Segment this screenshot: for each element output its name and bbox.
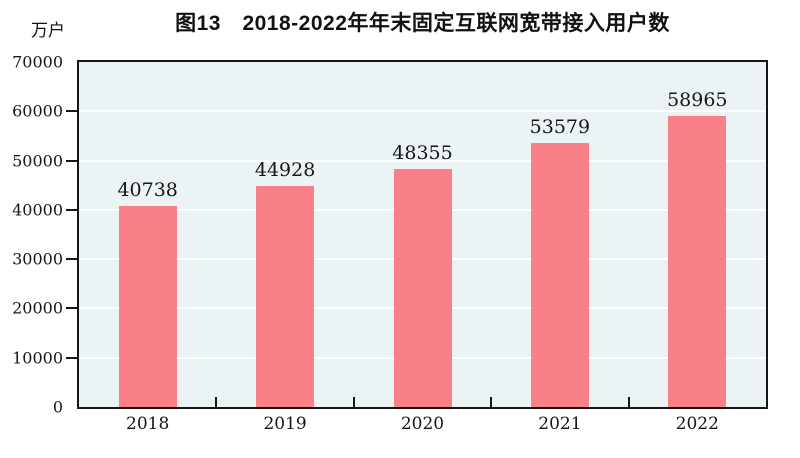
bar-value-label: 40738 — [117, 179, 178, 202]
y-axis-tick-mark — [66, 208, 77, 211]
y-axis-tick-label: 70000 — [12, 52, 63, 72]
bar-value-label: 53579 — [529, 115, 591, 138]
x-axis-tick-label: 2022 — [675, 414, 719, 434]
y-axis-tick-label: 40000 — [12, 200, 63, 220]
gridline — [79, 110, 766, 113]
y-axis-tick-label: 60000 — [12, 101, 63, 121]
x-axis-tick-label: 2018 — [126, 414, 170, 434]
y-axis-tick-label: 30000 — [12, 249, 63, 269]
x-axis-tick-label: 2021 — [538, 414, 582, 434]
plot-area: 40738 44928 48355 53579 58965 — [77, 60, 768, 409]
bar-value-label: 58965 — [667, 89, 728, 112]
x-axis-tick-mark — [627, 397, 630, 407]
y-axis-tick-mark — [66, 110, 77, 113]
y-axis-tick-mark — [66, 258, 77, 261]
y-axis-unit-label: 万户 — [31, 21, 65, 41]
y-axis-tick-label: 0 — [52, 397, 63, 417]
x-axis-tick-label: 2020 — [400, 414, 445, 434]
y-axis-tick-mark — [66, 159, 77, 162]
bar — [393, 168, 452, 407]
bar — [530, 142, 589, 407]
y-axis-tick-label: 50000 — [12, 151, 63, 171]
bar-value-label: 48355 — [392, 141, 453, 164]
bar — [118, 206, 177, 407]
chart-title: 图13 2018-2022年年末固定互联网宽带接入用户数 — [175, 12, 670, 35]
bar-value-label: 44928 — [254, 158, 316, 181]
y-axis-tick-label: 10000 — [12, 348, 63, 368]
bar — [256, 185, 315, 407]
x-axis-tick-mark — [352, 397, 355, 407]
y-axis-tick-label: 20000 — [12, 298, 63, 318]
gridline — [79, 159, 766, 162]
y-axis-tick-mark — [66, 307, 77, 310]
x-axis-tick-label: 2019 — [263, 414, 307, 434]
y-axis-tick-mark — [66, 356, 77, 359]
bar — [668, 116, 727, 407]
x-axis-tick-mark — [490, 397, 493, 407]
x-axis-tick-mark — [215, 397, 218, 407]
